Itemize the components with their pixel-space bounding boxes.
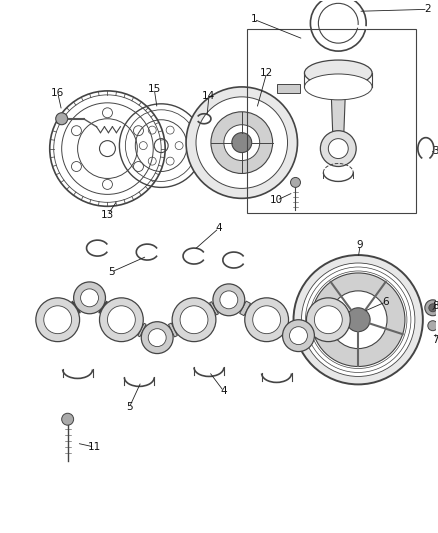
Circle shape — [293, 255, 423, 384]
Circle shape — [290, 327, 307, 345]
Text: 11: 11 — [88, 442, 101, 452]
Polygon shape — [306, 322, 316, 336]
Text: 4: 4 — [221, 386, 227, 397]
Circle shape — [56, 113, 67, 125]
Circle shape — [44, 306, 72, 334]
Circle shape — [328, 139, 348, 158]
Text: 4: 4 — [215, 223, 222, 233]
Circle shape — [320, 131, 356, 166]
Text: 3: 3 — [432, 146, 438, 156]
Polygon shape — [99, 301, 107, 313]
Circle shape — [74, 282, 106, 314]
Circle shape — [141, 322, 173, 353]
Polygon shape — [72, 301, 80, 313]
Circle shape — [346, 308, 370, 332]
Text: 5: 5 — [108, 267, 115, 277]
Circle shape — [429, 304, 437, 312]
Circle shape — [172, 298, 216, 342]
Circle shape — [211, 112, 272, 173]
Text: 14: 14 — [202, 91, 215, 101]
Text: 8: 8 — [432, 301, 438, 311]
Polygon shape — [240, 301, 251, 316]
Polygon shape — [331, 96, 345, 149]
Circle shape — [314, 306, 342, 334]
Text: 9: 9 — [357, 240, 364, 250]
Circle shape — [186, 87, 297, 198]
Text: 15: 15 — [148, 84, 161, 94]
Text: 5: 5 — [126, 402, 133, 413]
Text: 16: 16 — [51, 88, 64, 98]
Ellipse shape — [304, 74, 372, 100]
Circle shape — [36, 298, 80, 342]
Bar — [247, 29, 416, 213]
Text: 6: 6 — [383, 297, 389, 307]
Polygon shape — [138, 324, 146, 337]
Polygon shape — [209, 302, 219, 315]
Circle shape — [81, 289, 99, 307]
Circle shape — [290, 177, 300, 188]
Text: 7: 7 — [432, 335, 438, 345]
Circle shape — [213, 284, 245, 316]
Ellipse shape — [304, 60, 372, 86]
Circle shape — [148, 329, 166, 346]
Text: 1: 1 — [251, 14, 257, 25]
Bar — [276, 84, 300, 93]
Circle shape — [311, 273, 405, 367]
Text: 13: 13 — [101, 210, 114, 220]
Circle shape — [196, 97, 287, 188]
Circle shape — [428, 321, 438, 330]
Circle shape — [307, 298, 350, 342]
Circle shape — [283, 320, 314, 352]
Circle shape — [329, 291, 387, 349]
Polygon shape — [194, 135, 195, 154]
Text: 12: 12 — [260, 68, 273, 78]
Circle shape — [301, 263, 415, 376]
Circle shape — [220, 291, 238, 309]
Text: 2: 2 — [424, 4, 431, 14]
Text: 10: 10 — [270, 195, 283, 205]
Circle shape — [232, 133, 252, 152]
Polygon shape — [281, 322, 290, 336]
Circle shape — [253, 306, 281, 334]
Polygon shape — [169, 323, 177, 337]
Circle shape — [245, 298, 289, 342]
Circle shape — [425, 300, 438, 316]
Circle shape — [62, 413, 74, 425]
Circle shape — [224, 125, 260, 160]
Circle shape — [180, 306, 208, 334]
Circle shape — [99, 298, 143, 342]
Circle shape — [107, 306, 135, 334]
